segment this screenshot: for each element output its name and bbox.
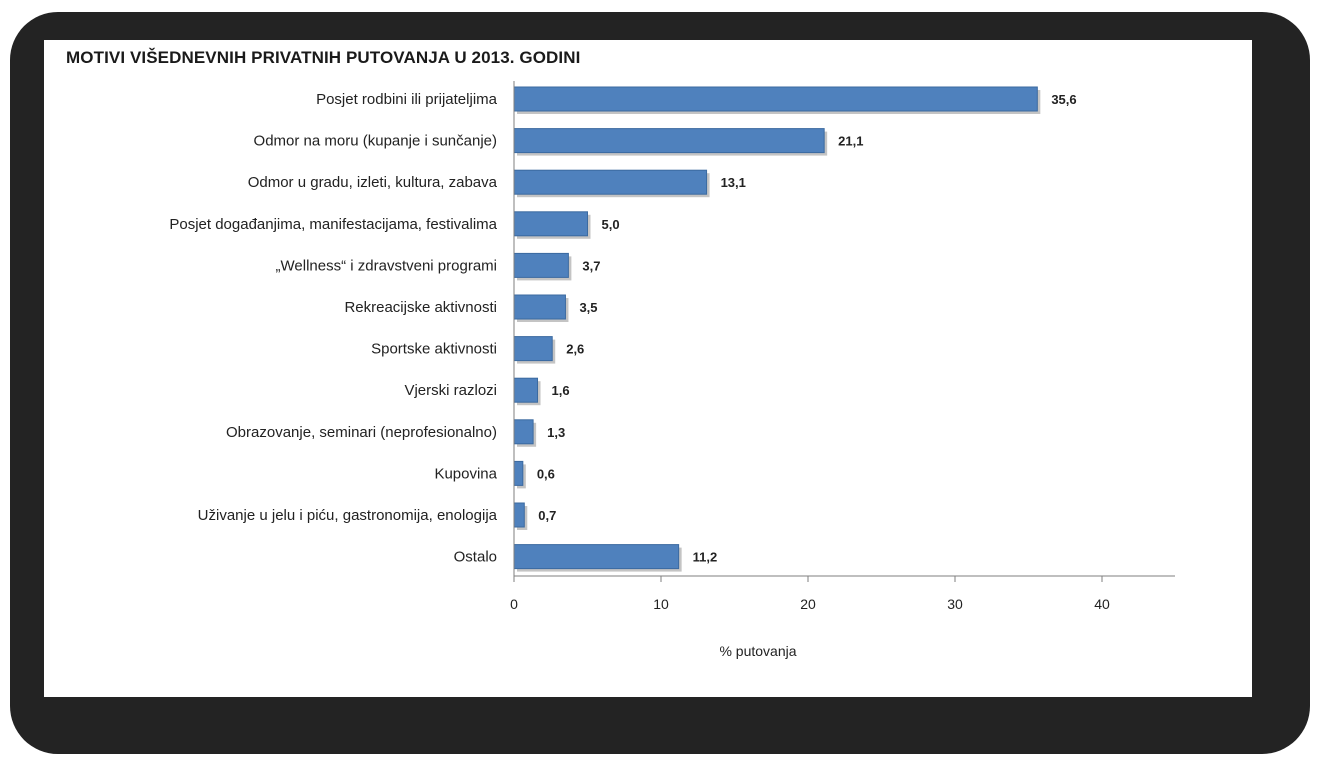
value-label: 2,6 (566, 342, 584, 357)
value-label: 21,1 (838, 134, 863, 149)
category-label: Ostalo (454, 549, 497, 566)
value-label: 1,3 (547, 425, 565, 440)
category-label: Vjerski razlozi (404, 382, 497, 399)
x-tick-label: 40 (1094, 596, 1110, 612)
bar (513, 336, 553, 362)
value-label: 13,1 (721, 175, 746, 190)
category-label: Sportske aktivnosti (371, 341, 497, 358)
x-tick-label: 30 (947, 596, 963, 612)
category-label: Rekreacijske aktivnosti (344, 299, 497, 316)
value-label: 0,6 (537, 466, 555, 481)
category-label: Odmor na moru (kupanje i sunčanje) (254, 133, 497, 150)
value-label: 35,6 (1051, 92, 1076, 107)
bar (513, 169, 708, 195)
x-axis-title: % putovanja (719, 643, 796, 659)
value-label: 11,2 (693, 550, 718, 565)
value-label: 0,7 (538, 508, 556, 523)
value-label: 3,7 (582, 258, 600, 273)
category-label: Obrazovanje, seminari (neprofesionalno) (226, 424, 497, 441)
category-label: Posjet rodbini ili prijateljima (316, 91, 498, 108)
bar (513, 252, 569, 278)
bar (513, 128, 825, 154)
category-label: Kupovina (434, 465, 497, 482)
value-label: 5,0 (602, 217, 620, 232)
bar (513, 86, 1038, 112)
category-label: Uživanje u jelu i piću, gastronomija, en… (198, 507, 498, 524)
category-label: Odmor u gradu, izleti, kultura, zabava (248, 174, 498, 191)
x-tick-label: 20 (800, 596, 816, 612)
bar (513, 460, 524, 486)
category-label: „Wellness“ i zdravstveni programi (276, 257, 497, 274)
category-label: Posjet događanjima, manifestacijama, fes… (169, 216, 497, 233)
bar (513, 211, 588, 237)
value-label: 1,6 (552, 383, 570, 398)
x-tick-label: 0 (510, 596, 518, 612)
bar (513, 294, 566, 320)
bar (513, 544, 680, 570)
bar (513, 502, 525, 528)
bar (513, 419, 534, 445)
value-label: 3,5 (579, 300, 597, 315)
x-tick-label: 10 (653, 596, 669, 612)
bar (513, 377, 539, 403)
chart-title: MOTIVI VIŠEDNEVNIH PRIVATNIH PUTOVANJA U… (66, 48, 581, 67)
